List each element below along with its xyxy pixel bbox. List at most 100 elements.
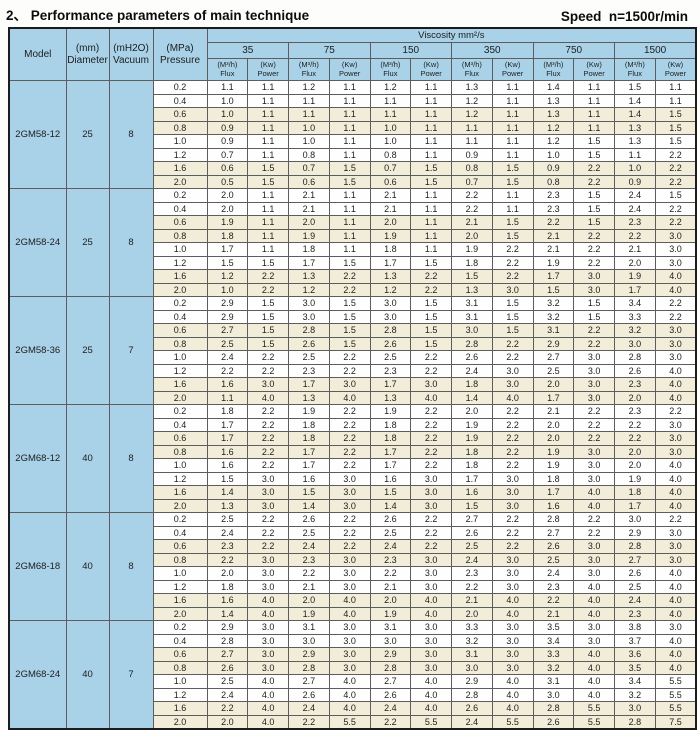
- power-column-header: (Kw) Power: [328, 58, 371, 81]
- power-cell: 2.2: [247, 444, 289, 459]
- flux-cell: 1.0: [206, 93, 249, 108]
- power-cell: 1.1: [573, 93, 615, 108]
- flux-cell: 2.3: [451, 566, 493, 581]
- power-cell: 1.1: [410, 201, 452, 216]
- power-cell: 2.2: [573, 336, 615, 351]
- power-cell: 1.5: [410, 336, 452, 351]
- flux-cell: 0.8: [532, 174, 575, 189]
- power-cell: 1.5: [247, 323, 289, 338]
- power-cell: 4.0: [654, 593, 697, 608]
- flux-cell: 2.4: [206, 350, 249, 365]
- flux-cell: 2.7: [206, 647, 249, 662]
- power-cell: 4.0: [573, 593, 615, 608]
- power-cell: 2.2: [573, 404, 615, 419]
- power-cell: 1.5: [573, 134, 615, 149]
- vacuum-cell: 8: [108, 512, 154, 621]
- power-cell: 4.0: [328, 674, 371, 689]
- flux-cell: 1.8: [206, 228, 249, 243]
- flux-cell: 2.0: [369, 593, 412, 608]
- flux-cell: 2.0: [206, 188, 249, 203]
- power-cell: 3.0: [410, 579, 452, 594]
- power-cell: 2.2: [654, 161, 697, 176]
- flux-cell: 2.0: [288, 593, 330, 608]
- flux-cell: 1.6: [206, 593, 249, 608]
- pressure-cell: 1.0: [152, 242, 208, 257]
- power-cell: 1.1: [328, 188, 371, 203]
- power-cell: 5.5: [573, 714, 615, 730]
- power-cell: 3.0: [247, 552, 289, 567]
- power-cell: 2.2: [491, 269, 534, 284]
- power-cell: 4.0: [410, 701, 452, 716]
- table-row: 0.8 0.9 1.1 1.0 1.1 1.0 1.1 1.1 1.1 1.2 1.1 1.3 1.5: [9, 120, 697, 135]
- power-cell: 2.2: [491, 525, 534, 540]
- flux-cell: 1.7: [614, 498, 656, 513]
- flux-cell: 2.8: [369, 660, 412, 675]
- power-cell: 4.0: [491, 687, 534, 702]
- flux-cell: 2.0: [451, 228, 493, 243]
- power-cell: 3.0: [654, 242, 697, 257]
- power-cell: 3.0: [491, 579, 534, 594]
- flux-cell: 2.6: [451, 350, 493, 365]
- power-cell: 1.5: [491, 161, 534, 176]
- power-cell: 3.0: [410, 566, 452, 581]
- flux-cell: 1.1: [451, 120, 493, 135]
- power-cell: 2.2: [573, 174, 615, 189]
- flux-cell: 2.1: [369, 188, 412, 203]
- flux-cell: 1.4: [369, 498, 412, 513]
- power-cell: 3.0: [328, 647, 371, 662]
- flux-cell: 1.4: [532, 80, 575, 95]
- flux-cell: 2.4: [451, 363, 493, 378]
- flux-cell: 2.1: [451, 593, 493, 608]
- flux-cell: 1.7: [206, 242, 249, 257]
- pressure-cell: 0.6: [152, 647, 208, 662]
- flux-cell: 0.7: [451, 174, 493, 189]
- pressure-cell: 0.6: [152, 323, 208, 338]
- power-cell: 1.5: [654, 134, 697, 149]
- flux-cell: 2.6: [369, 687, 412, 702]
- flux-cell: 1.6: [532, 498, 575, 513]
- power-cell: 1.1: [410, 93, 452, 108]
- flux-cell: 3.1: [451, 309, 493, 324]
- power-cell: 1.1: [247, 134, 289, 149]
- flux-cell: 0.8: [369, 147, 412, 162]
- flux-cell: 1.5: [532, 282, 575, 297]
- col-header-pressure: (MPa) Pressure: [152, 27, 208, 81]
- power-cell: 1.5: [328, 336, 371, 351]
- flux-cell: 2.3: [532, 188, 575, 203]
- power-cell: 3.0: [410, 498, 452, 513]
- power-cell: 2.2: [573, 525, 615, 540]
- flux-cell: 1.2: [451, 107, 493, 122]
- flux-cell: 2.0: [532, 417, 575, 432]
- flux-cell: 2.7: [206, 323, 249, 338]
- pressure-cell: 0.2: [152, 188, 208, 203]
- page-header: 2、 Performance parameters of main techni…: [0, 0, 700, 27]
- flux-cell: 3.0: [369, 633, 412, 648]
- power-cell: 2.2: [328, 444, 371, 459]
- power-cell: 4.0: [491, 701, 534, 716]
- flux-cell: 3.0: [532, 687, 575, 702]
- flux-cell: 2.1: [369, 579, 412, 594]
- flux-cell: 0.7: [206, 147, 249, 162]
- power-cell: 1.5: [491, 323, 534, 338]
- flux-cell: 2.2: [451, 188, 493, 203]
- viscosity-value-header: 35: [206, 42, 289, 59]
- flux-cell: 1.0: [614, 161, 656, 176]
- flux-cell: 1.8: [451, 458, 493, 473]
- power-cell: 3.0: [247, 660, 289, 675]
- flux-cell: 2.7: [451, 512, 493, 527]
- power-cell: 4.0: [573, 660, 615, 675]
- pressure-cell: 1.2: [152, 471, 208, 486]
- power-cell: 2.2: [573, 161, 615, 176]
- power-cell: 2.2: [247, 404, 289, 419]
- power-cell: 1.5: [654, 120, 697, 135]
- flux-cell: 1.6: [206, 458, 249, 473]
- table-row: 0.8 1.8 1.1 1.9 1.1 1.9 1.1 2.0 1.5 2.1 2.2 2.2 3.0: [9, 228, 697, 243]
- power-cell: 3.0: [573, 444, 615, 459]
- power-cell: 2.2: [654, 147, 697, 162]
- model-header-label: Model: [24, 48, 52, 60]
- flux-cell: 2.4: [369, 539, 412, 554]
- flux-cell: 1.8: [532, 471, 575, 486]
- table-row: 1.0 2.0 3.0 2.2 3.0 2.2 3.0 2.3 3.0 2.4 3.0 2.6 4.0: [9, 566, 697, 581]
- power-cell: 1.1: [654, 80, 697, 95]
- flux-cell: 2.4: [288, 701, 330, 716]
